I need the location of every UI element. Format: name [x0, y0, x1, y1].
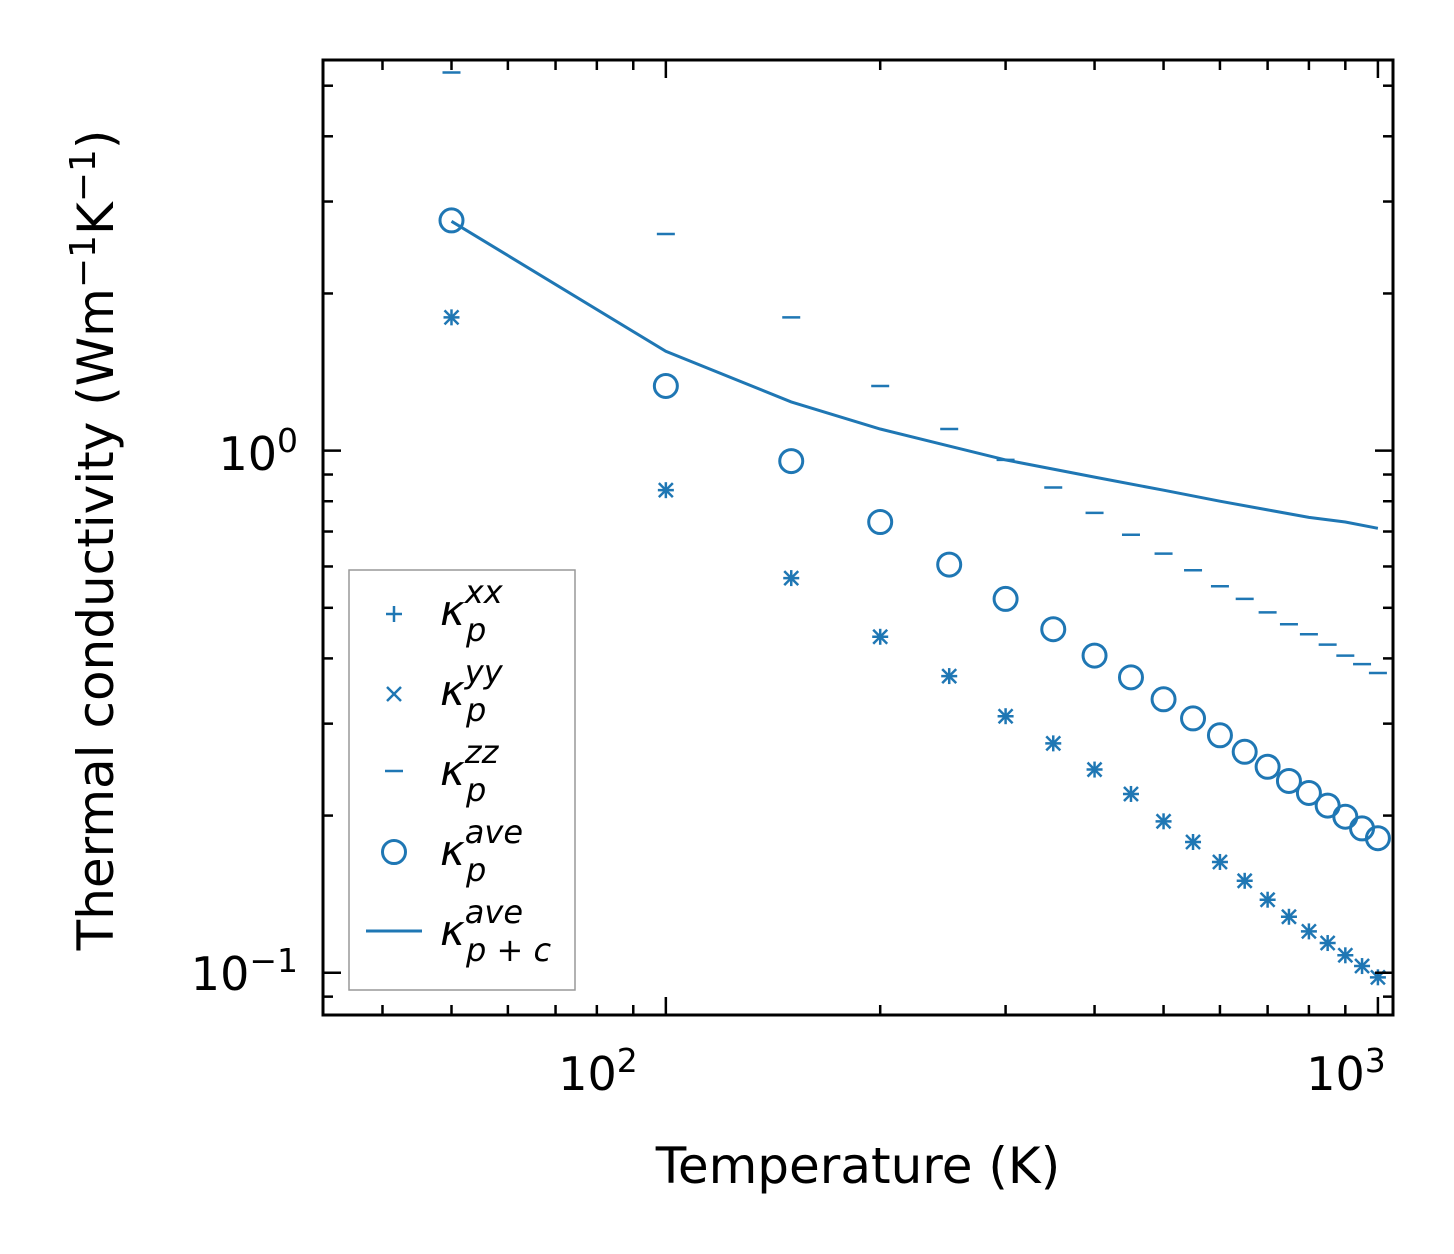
legend-label-ave: κave p [440, 813, 523, 889]
axes-frame [321, 58, 1395, 1017]
point-circle-500 [1150, 686, 1177, 713]
point-x-600 [1212, 854, 1228, 870]
point-x-500 [1155, 813, 1172, 830]
point-x-250-d2 [941, 668, 958, 684]
point-circle-150 [778, 448, 805, 475]
series-xx [443, 309, 1386, 986]
point-circle-300 [992, 585, 1019, 612]
point-x-300-d2 [997, 708, 1014, 725]
point-x-700 [1259, 891, 1276, 908]
y-tick-label-1: 100 [218, 421, 298, 481]
x-tick-label-100: 102 [558, 1041, 638, 1101]
point-circle-450 [1117, 664, 1144, 691]
point-x-350 [1045, 735, 1062, 752]
point-x-450-d2 [1123, 786, 1139, 802]
x-tick-label-1000: 103 [1306, 1041, 1386, 1101]
point-x-50-d2 [443, 309, 460, 326]
point-x-750 [1281, 908, 1297, 925]
point-x-600-d2 [1212, 854, 1228, 870]
series-ave-line [450, 220, 1379, 530]
point-x-400 [1086, 761, 1103, 778]
legend-label-zz: κzz p [440, 733, 500, 809]
point-x-350-d2 [1045, 735, 1062, 752]
point-circle-250 [936, 551, 963, 578]
legend-box [348, 569, 576, 991]
legend-marker-plus [386, 606, 402, 622]
series-yy [443, 309, 1386, 986]
legend-marker-x [386, 686, 402, 702]
point-x-800 [1301, 923, 1317, 940]
y-tick-label-0.1: 10−1 [191, 941, 298, 1001]
point-x-800-d2 [1301, 923, 1317, 940]
point-x-650 [1236, 872, 1253, 889]
point-x-950-d2 [1354, 958, 1370, 974]
point-x-450 [1123, 786, 1139, 802]
series-line-ave-pc [450, 220, 1379, 530]
point-x-850-d2 [1319, 935, 1336, 951]
legend-marker-x-d2 [386, 686, 402, 702]
point-circle-350 [1040, 616, 1067, 643]
point-circle-900 [1332, 803, 1359, 830]
point-circle-800 [1295, 779, 1322, 806]
point-x-100-d2 [657, 482, 674, 499]
y-axis-label: Thermal conductivity (Wm−1K−1) [63, 130, 125, 952]
point-circle-100 [652, 372, 679, 399]
point-x-750-d2 [1281, 908, 1297, 925]
legend-marker-circle [381, 839, 407, 865]
point-circle-400 [1081, 642, 1108, 669]
point-x-200 [872, 628, 889, 645]
point-x-850 [1319, 935, 1336, 951]
legend-label-yy: κyy p [440, 653, 504, 729]
point-x-50 [443, 309, 460, 326]
point-x-400-d2 [1086, 761, 1103, 778]
point-circle-750 [1275, 767, 1302, 794]
axis-ticks [323, 60, 1393, 1015]
point-x-300 [997, 708, 1014, 725]
point-x-650-d2 [1236, 872, 1253, 889]
point-x-700-d2 [1259, 891, 1276, 908]
point-x-550 [1185, 834, 1201, 850]
point-x-100 [657, 482, 674, 499]
point-x-550-d2 [1185, 834, 1201, 850]
legend-markers [366, 606, 422, 933]
point-x-950 [1354, 958, 1370, 974]
point-x-150-d2 [783, 570, 800, 586]
point-x-900-d2 [1337, 947, 1354, 964]
point-circle-200 [867, 508, 894, 535]
point-x-500-d2 [1155, 813, 1172, 830]
series-ave [438, 207, 1391, 852]
point-circle-600 [1206, 722, 1233, 749]
point-x-200-d2 [872, 628, 889, 645]
point-circle-1000 [1364, 825, 1391, 852]
point-x-250 [941, 668, 958, 684]
x-axis-label: Temperature (K) [655, 1137, 1060, 1195]
point-circle-550 [1180, 705, 1207, 732]
legend-label-xx: κxx p [440, 573, 504, 649]
point-circle-50 [438, 207, 465, 234]
legend-label-ave-pc: κave p + c [440, 893, 551, 969]
point-x-150 [783, 570, 800, 586]
series-zz [442, 71, 1387, 675]
point-circle-650 [1231, 738, 1258, 765]
legend: κxx p κyy p κzz p κave p κave p + c [348, 569, 576, 991]
point-circle-700 [1254, 753, 1281, 780]
plot-area [438, 71, 1391, 986]
point-x-900 [1337, 947, 1354, 964]
